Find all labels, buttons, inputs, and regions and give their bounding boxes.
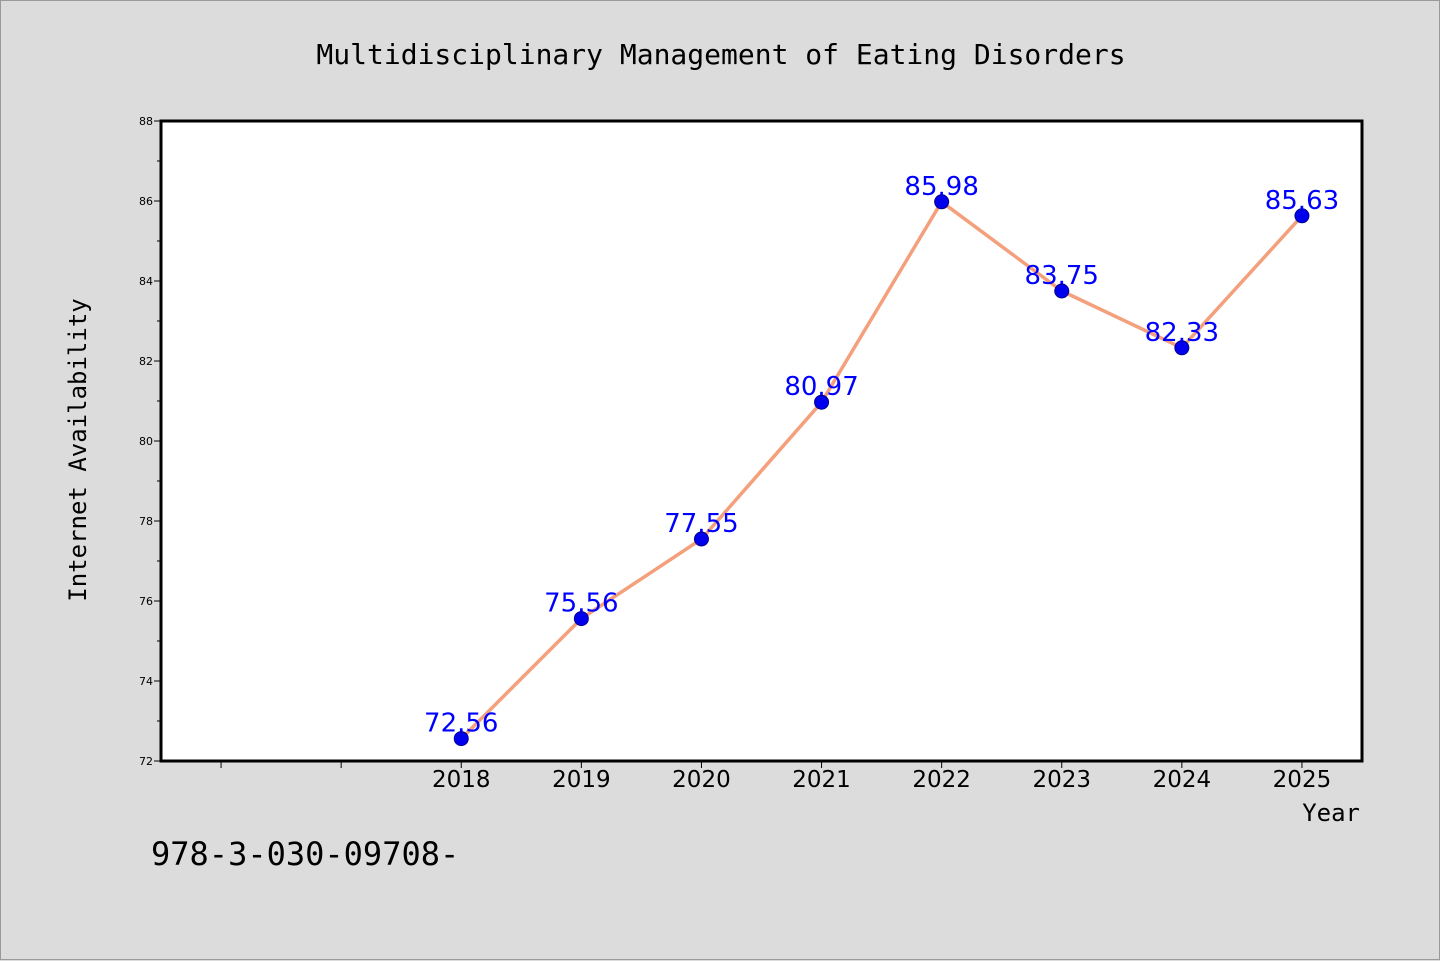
- plot-area: [161, 121, 1362, 761]
- isbn-text: 978-3-030-09708-: [151, 835, 459, 873]
- y-tick-label: 86: [139, 195, 153, 208]
- y-tick-label: 88: [139, 115, 153, 128]
- y-tick-label: 72: [139, 755, 153, 768]
- series-line: [460, 200, 1304, 740]
- data-point: [1054, 283, 1070, 299]
- x-tick-label: 2024: [1153, 767, 1212, 793]
- data-point: [1174, 340, 1190, 356]
- x-tick-label: 2020: [672, 767, 731, 793]
- x-tick-label: 2023: [1032, 767, 1091, 793]
- y-tick-label: 76: [139, 595, 153, 608]
- data-markers: [453, 194, 1310, 747]
- data-point: [453, 731, 469, 747]
- y-tick-label: 74: [139, 675, 153, 688]
- data-point: [814, 394, 830, 410]
- y-tick-label: 84: [139, 275, 153, 288]
- data-point: [934, 194, 950, 210]
- data-label: 72.56: [424, 709, 498, 739]
- y-tick-label: 82: [139, 355, 153, 368]
- data-label: 77.55: [664, 509, 738, 539]
- data-label: 75.56: [544, 589, 618, 619]
- plot-frame: [159, 119, 1364, 763]
- y-axis: 72 74 76 78 80 82 84 86 88: [139, 115, 161, 768]
- x-tick-label: 2019: [552, 767, 611, 793]
- y-axis-label: Internet Availability: [64, 298, 92, 601]
- x-axis: 2018 2019 2020 2021 2022 2023 2024 2025: [220, 761, 1332, 793]
- x-tick-label: 2025: [1273, 767, 1332, 793]
- data-point: [693, 531, 709, 547]
- x-tick-label: 2018: [432, 767, 491, 793]
- x-axis-label: Year: [1302, 799, 1360, 827]
- data-label: 80.97: [784, 372, 858, 402]
- data-label: 85.63: [1265, 186, 1339, 216]
- data-label: 85.98: [904, 172, 978, 202]
- x-tick-label: 2022: [912, 767, 971, 793]
- data-point: [1294, 208, 1310, 224]
- chart-title: Multidisciplinary Management of Eating D…: [316, 38, 1125, 71]
- x-tick-label: 2021: [792, 767, 851, 793]
- y-tick-label: 80: [139, 435, 153, 448]
- data-label: 82.33: [1145, 318, 1219, 348]
- y-tick-label: 78: [139, 515, 153, 528]
- data-label: 83.75: [1025, 261, 1099, 291]
- data-labels: 72.56 75.56 77.55 80.97 85.98 83.75 82.33 85.63: [424, 172, 1339, 739]
- data-point: [573, 611, 589, 627]
